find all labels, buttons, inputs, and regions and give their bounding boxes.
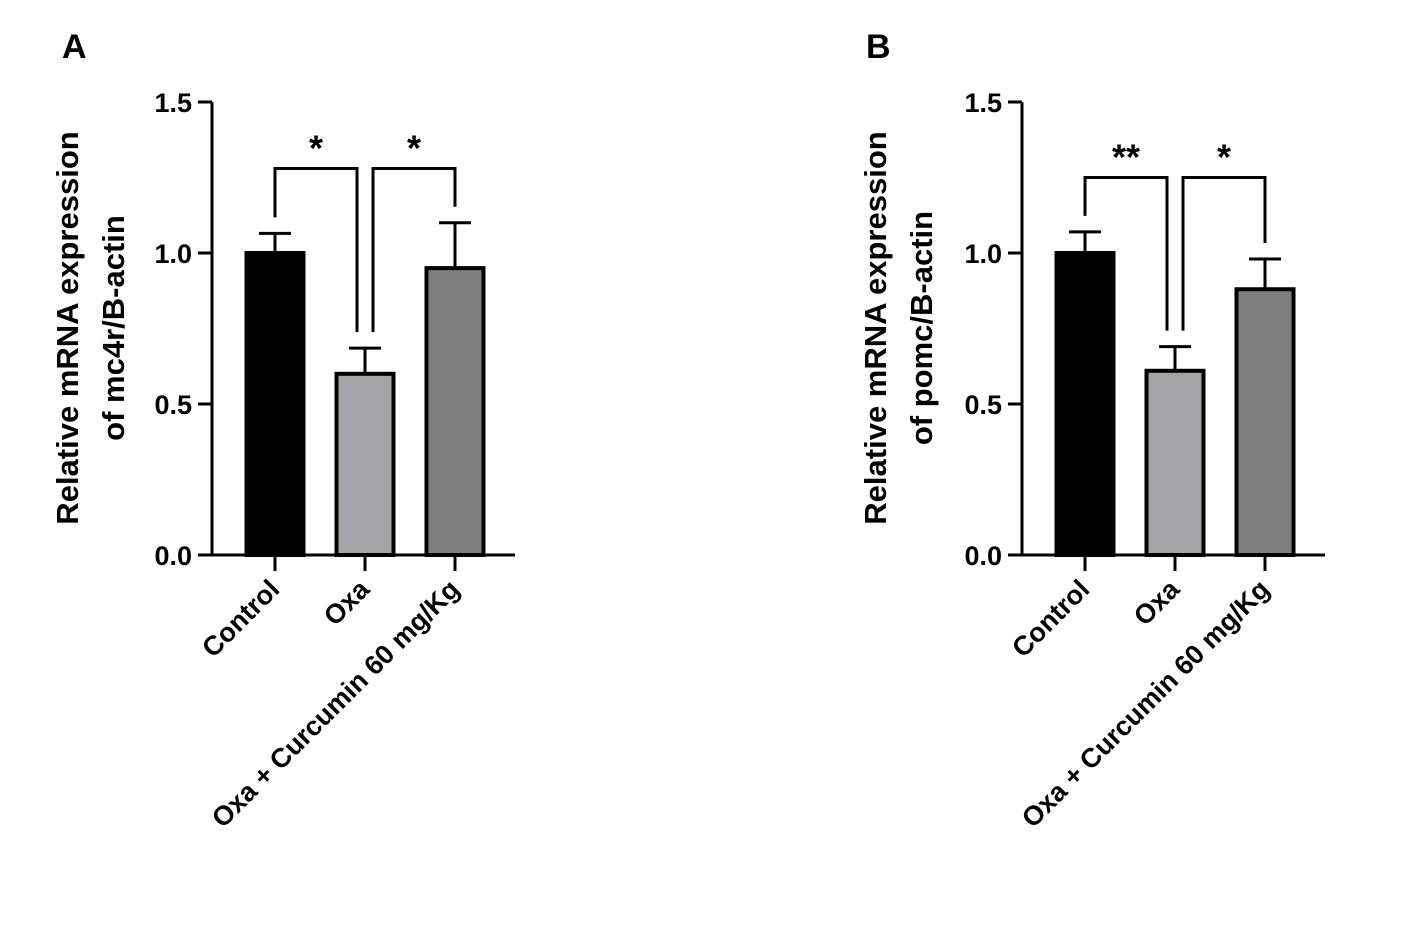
bar-control (244, 251, 306, 557)
bar-oxa (334, 371, 396, 557)
bar-oxa-curcumin-60-mg-kg (424, 266, 486, 557)
significance-label: * (407, 127, 421, 168)
panel-a: A Relative mRNA expression of mc4r/B-actin… (50, 28, 515, 833)
bar-oxa (1144, 368, 1206, 557)
y-axis-label-line-2: of mc4r/B-actin (96, 215, 131, 441)
x-category-label: Oxa (318, 573, 376, 631)
significance-bracket (273, 166, 359, 333)
x-category-label: Control (196, 574, 285, 663)
y-tick-label: 1.5 (964, 88, 1002, 118)
panel-label: B (866, 28, 891, 66)
y-tick-label: 0.5 (154, 390, 192, 420)
y-axis-label-line-2: of pomc/B-actin (904, 211, 939, 445)
y-axis-label-line-1: Relative mRNA expression (50, 131, 85, 524)
panel-label: A (62, 28, 87, 66)
significance-bracket (371, 166, 457, 333)
y-tick-label: 0.0 (964, 541, 1002, 571)
y-tick-label: 1.5 (154, 88, 192, 118)
y-tick-label: 0.0 (154, 541, 192, 571)
significance-label: * (1217, 137, 1231, 178)
y-tick-label: 0.5 (964, 390, 1002, 420)
bar-control (1054, 251, 1116, 557)
y-tick-label: 1.0 (964, 239, 1002, 269)
significance-bracket (1083, 176, 1169, 331)
y-axis-label-line-1: Relative mRNA expression (858, 131, 893, 524)
x-category-label: Oxa (1128, 573, 1186, 631)
significance-label: ** (1112, 137, 1140, 178)
significance-label: * (309, 127, 323, 168)
y-tick-label: 1.0 (154, 239, 192, 269)
panel-b: B Relative mRNA expression of pomc/B-actin… (858, 28, 1325, 833)
bar-oxa-curcumin-60-mg-kg (1234, 287, 1296, 557)
significance-bracket (1181, 176, 1267, 331)
x-category-label: Control (1006, 574, 1095, 663)
